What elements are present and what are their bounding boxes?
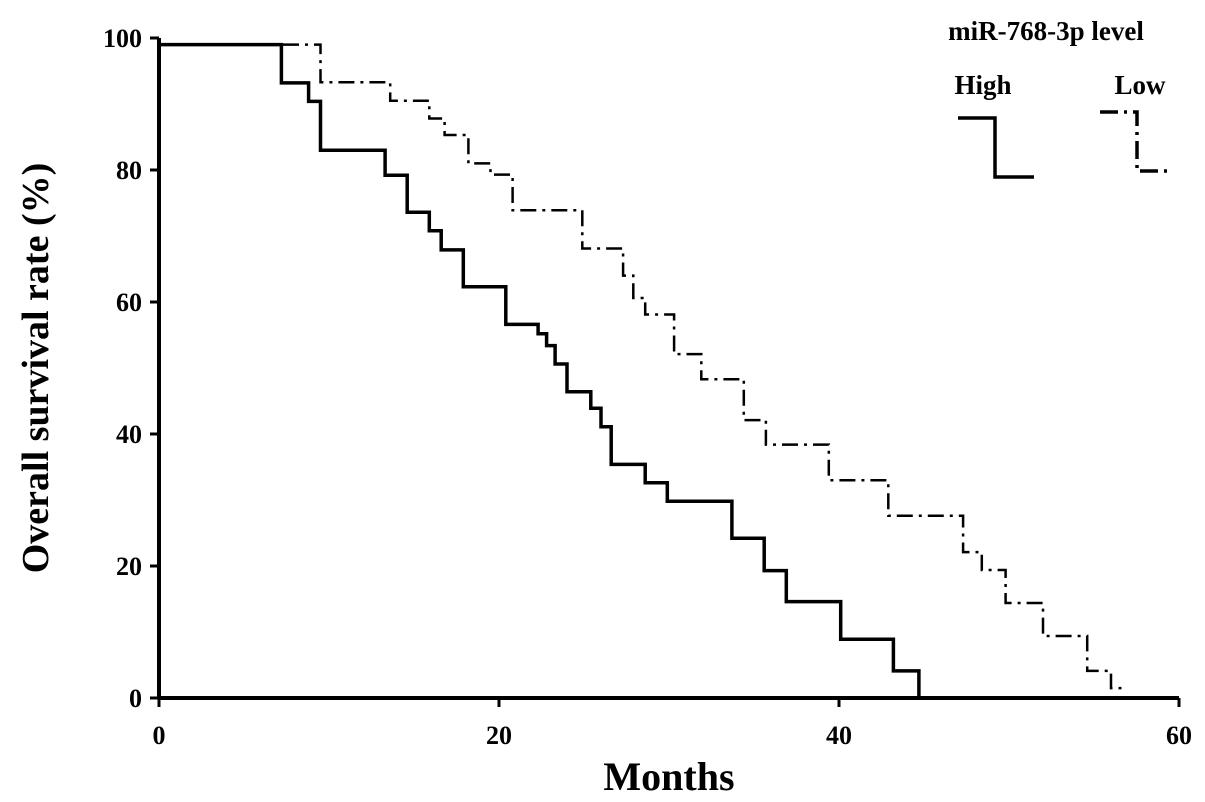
series-line-high — [159, 42, 921, 698]
x-tick-label: 40 — [826, 721, 852, 750]
x-ticks: 0 20 40 60 — [153, 698, 1192, 750]
x-axis-title: Months — [603, 754, 734, 799]
x-tick-label: 20 — [486, 721, 512, 750]
y-axis-title: Overall survival rate (%) — [15, 163, 57, 574]
legend-label-high: High — [954, 70, 1011, 100]
series-line-low — [159, 43, 1125, 690]
y-tick-label: 20 — [116, 552, 142, 581]
legend: miR-768-3p level High Low — [948, 16, 1170, 179]
y-ticks: 0 20 40 60 80 100 — [103, 24, 159, 713]
series-layer — [159, 42, 1125, 698]
y-tick-label: 40 — [116, 420, 142, 449]
x-tick-label: 0 — [153, 721, 166, 750]
y-tick-label: 100 — [103, 24, 142, 53]
x-tick-label: 60 — [1166, 721, 1192, 750]
legend-swatch-high — [958, 116, 1034, 179]
legend-title: miR-768-3p level — [948, 16, 1144, 46]
y-tick-label: 80 — [116, 156, 142, 185]
y-tick-label: 60 — [116, 288, 142, 317]
legend-label-low: Low — [1114, 70, 1166, 100]
legend-swatch-low — [1100, 110, 1170, 173]
y-tick-label: 0 — [129, 684, 142, 713]
